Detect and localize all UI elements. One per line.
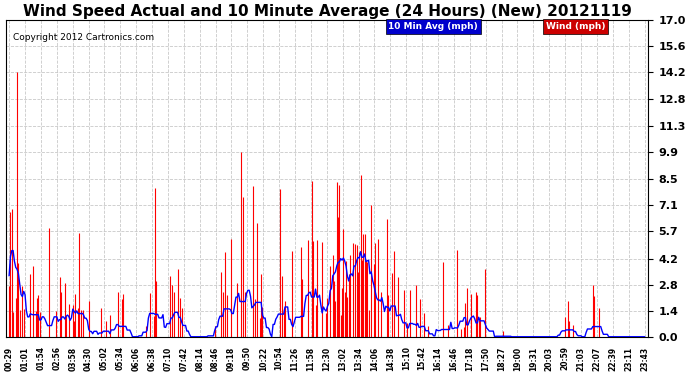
Text: 10 Min Avg (mph): 10 Min Avg (mph) [388,22,478,31]
Text: Wind (mph): Wind (mph) [546,22,605,31]
Title: Wind Speed Actual and 10 Minute Average (24 Hours) (New) 20121119: Wind Speed Actual and 10 Minute Average … [23,4,632,19]
Text: Copyright 2012 Cartronics.com: Copyright 2012 Cartronics.com [13,33,154,42]
